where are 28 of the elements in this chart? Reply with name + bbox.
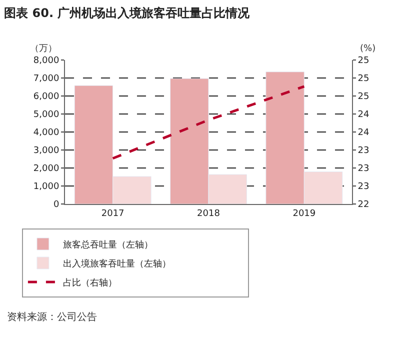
y2-tick-label: 25 — [358, 92, 370, 102]
y-tick-label: 6,000 — [33, 92, 60, 102]
text: 资料来源：公司公告 — [7, 311, 97, 323]
x-tick-label: 2017 — [101, 208, 124, 219]
y-tick-label: 8,000 — [33, 56, 60, 66]
y2-tick-label: 23 — [358, 164, 370, 174]
y2-tick-label: 25 — [358, 56, 370, 66]
x-tick-label: 2018 — [197, 208, 220, 219]
y2-tick-label: 23 — [358, 182, 370, 192]
legend-label: 旅客总吞吐量（左轴） — [62, 239, 153, 250]
y2-axis-title: (%) — [360, 44, 376, 54]
y-tick-label: 4,000 — [33, 128, 60, 138]
y-tick-label: 7,000 — [33, 74, 60, 84]
y2-tick-label: 24 — [358, 128, 370, 138]
y2-tick-label: 24 — [358, 110, 370, 120]
y-tick-label: 0 — [53, 200, 60, 210]
y-tick-label: 5,000 — [33, 110, 60, 120]
y2-tick-label: 25 — [358, 74, 370, 84]
legend-label: 出入境旅客吞吐量（左轴） — [62, 258, 171, 270]
y-tick-label: 2,000 — [33, 164, 60, 174]
legend-label: 占比（右轴） — [62, 277, 117, 288]
y2-tick-label: 22 — [358, 200, 370, 210]
y-tick-label: 3,000 — [33, 146, 60, 156]
chart-title: 图表 60. 广州机场出入境旅客吞吐量占比情况 — [4, 6, 251, 20]
y-axis-title: （万） — [30, 44, 57, 54]
y-tick-label: 1,000 — [33, 182, 60, 192]
y2-tick-label: 23 — [358, 146, 370, 156]
x-tick-label: 2019 — [292, 208, 316, 219]
